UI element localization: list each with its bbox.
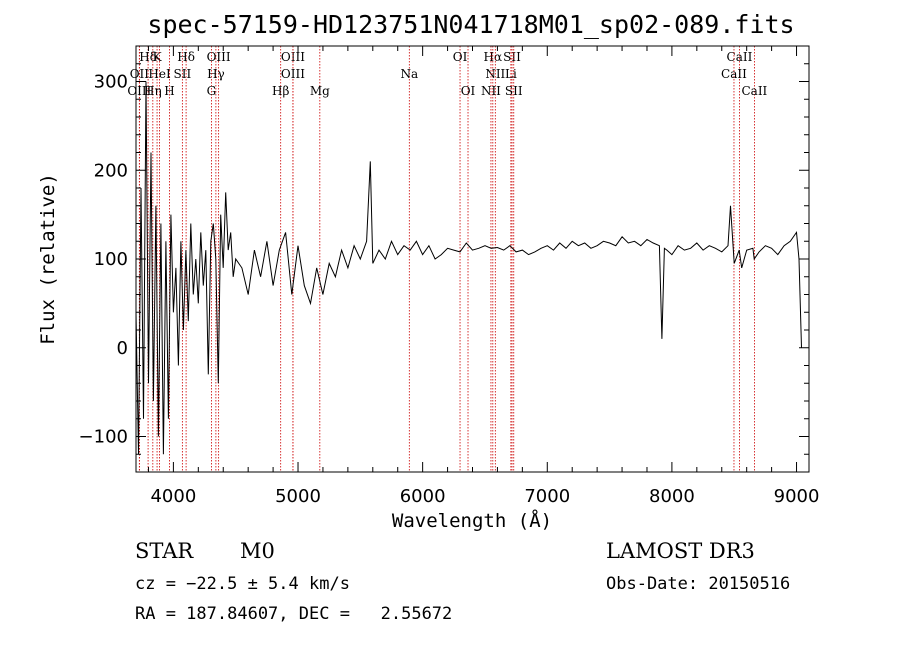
y-tick-label: −100 bbox=[79, 427, 128, 448]
line-label: OIII bbox=[207, 50, 231, 64]
x-tick-label: 6000 bbox=[400, 486, 446, 507]
line-label: CaII bbox=[741, 84, 767, 98]
x-tick-label: 9000 bbox=[774, 486, 820, 507]
line-label: Na bbox=[400, 67, 418, 81]
x-tick-label: 5000 bbox=[275, 486, 321, 507]
line-label: NII bbox=[481, 84, 501, 98]
x-tick-label: 7000 bbox=[524, 486, 570, 507]
line-label: K bbox=[153, 50, 163, 64]
line-label: Hη bbox=[144, 84, 162, 98]
line-label: SII bbox=[174, 67, 192, 81]
y-tick-label: 300 bbox=[94, 72, 128, 93]
axis-ticks: 4000 5000 6000 7000 8000 9000 −100 0 100 200 300 bbox=[79, 45, 820, 507]
line-label: OIII bbox=[281, 50, 305, 64]
plot-frame bbox=[135, 45, 810, 473]
line-label: OI bbox=[461, 84, 476, 98]
line-label: CaII bbox=[727, 50, 753, 64]
y-tick-label: 0 bbox=[117, 338, 128, 359]
line-label: OI bbox=[453, 50, 468, 64]
redshift-velocity: cz = −22.5 ± 5.4 km/s bbox=[135, 574, 350, 594]
line-label: Li bbox=[505, 67, 517, 81]
chart-title: spec-57159-HD123751N041718M01_sp02-089.f… bbox=[147, 10, 794, 39]
object-class: STAR bbox=[135, 539, 194, 563]
line-label: Hβ bbox=[272, 84, 289, 98]
object-subclass: M0 bbox=[240, 539, 275, 563]
line-label: H bbox=[164, 84, 174, 98]
survey-name: LAMOST DR3 bbox=[606, 539, 755, 563]
spectrum-series bbox=[135, 81, 802, 455]
y-tick-label: 100 bbox=[94, 249, 128, 270]
line-label: HeI bbox=[148, 67, 171, 81]
line-label: OIII bbox=[281, 67, 305, 81]
y-axis-label: Flux (relative) bbox=[37, 173, 59, 345]
x-tick-label: 8000 bbox=[649, 486, 695, 507]
line-label: G bbox=[207, 84, 217, 98]
x-axis-label: Wavelength (Å) bbox=[392, 509, 552, 532]
x-tick-label: 4000 bbox=[150, 486, 196, 507]
observation-date: Obs-Date: 20150516 bbox=[606, 574, 791, 594]
line-label: Hγ bbox=[207, 67, 225, 81]
y-tick-label: 200 bbox=[94, 160, 128, 181]
line-label: SII bbox=[503, 50, 521, 64]
line-label: Hα bbox=[484, 50, 503, 64]
line-label: Hδ bbox=[177, 50, 195, 64]
line-label: SII bbox=[505, 84, 523, 98]
coordinates: RA = 187.84607, DEC = 2.55672 bbox=[135, 604, 453, 624]
line-label: NII bbox=[485, 67, 505, 81]
spectrum-line bbox=[135, 81, 802, 455]
line-label: CaII bbox=[721, 67, 747, 81]
line-label: Mg bbox=[310, 84, 330, 98]
